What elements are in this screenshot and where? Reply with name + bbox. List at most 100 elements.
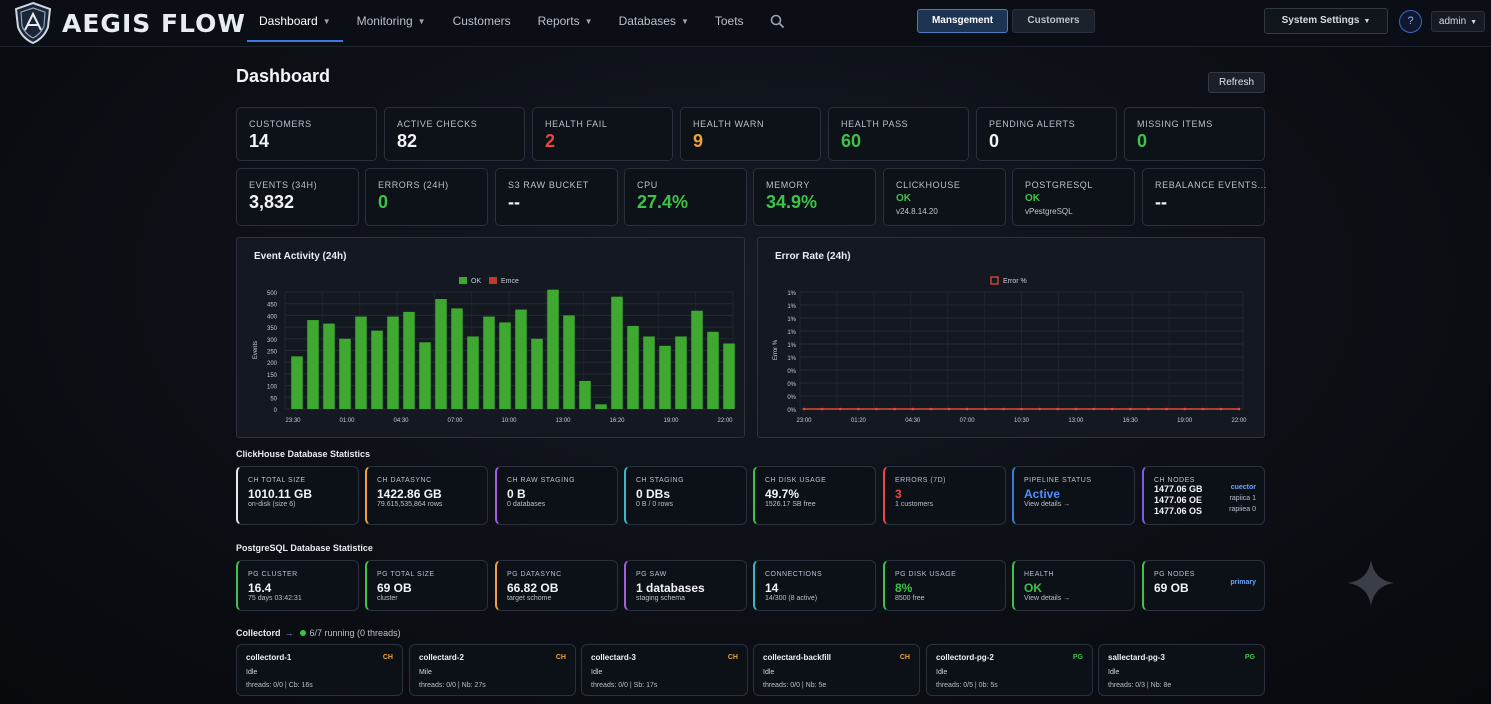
legend-label: Emce <box>501 278 519 285</box>
y-tick-label: 0% <box>787 382 796 388</box>
bar-ok <box>659 345 671 409</box>
postgres-section-title: PostgreSQL Database Statistice <box>236 543 373 553</box>
card-value: 3 <box>895 487 902 501</box>
collector-card[interactable]: collectard-2 CH Mile threads: 0/0 | Nb: 27s <box>409 644 576 696</box>
nav-databases[interactable]: Databases ▼ <box>607 0 701 42</box>
node-row: 1477.06 OS <box>1154 506 1203 516</box>
collector-type-badge: PG <box>1244 654 1255 661</box>
y-tick-label: 0 <box>274 408 278 414</box>
y-axis-label: Events <box>253 341 259 359</box>
shield-logo-icon <box>14 1 52 45</box>
y-tick-label: 0% <box>787 369 796 375</box>
nav-dashboard[interactable]: Dashboard ▼ <box>247 0 343 42</box>
postgres-card-pg-saw[interactable]: PG SAW 1 databases staging schema <box>624 560 747 611</box>
sparkle-icon[interactable] <box>1346 558 1396 608</box>
collector-card[interactable]: collectard-backfill CH Idle threads: 0/0 | … <box>753 644 920 696</box>
clickhouse-card-ch-total-size[interactable]: CH TOTAL SIZE 1010.11 GB on-disk (size 6) <box>236 466 359 525</box>
postgres-card-pg-datasync[interactable]: PG DATASYNC 66.82 OB target schome <box>495 560 618 611</box>
card-subtext: View details → <box>1024 501 1071 508</box>
search-button[interactable] <box>758 0 798 42</box>
error-rate-chart: Error Rate (24h) 1% 1% 1% 1% 1% 1% 0% 0% 0% 0% Err… <box>757 237 1265 438</box>
app-name: AEGIS FLOW <box>62 8 246 38</box>
stat-card-errors-24h-: ERRORS (24H) 0 <box>365 168 488 226</box>
nav-tools[interactable]: Toets <box>703 0 756 42</box>
y-tick-label: 100 <box>267 385 278 391</box>
postgres-card-health[interactable]: HEALTH OK View details → <box>1012 560 1135 611</box>
error-rate-point <box>965 407 969 411</box>
chevron-down-icon: ▼ <box>584 16 593 26</box>
bar-ok <box>387 316 399 409</box>
refresh-button[interactable]: Refresh <box>1208 72 1265 93</box>
nav-customers[interactable]: Customers <box>440 0 524 42</box>
collector-card[interactable]: collectard-3 CH Idle threads: 0/0 | Sb: 17s <box>581 644 748 696</box>
bar-ok <box>307 320 319 409</box>
postgres-card-pg-total-size[interactable]: PG TOTAL SIZE 69 OB cluster <box>365 560 488 611</box>
stat-value: 3,832 <box>249 192 295 212</box>
x-tick-label: 16:20 <box>609 418 625 424</box>
system-settings-button[interactable]: System Settings ▼ <box>1264 8 1388 34</box>
bar-ok <box>579 380 591 409</box>
y-tick-label: 300 <box>267 338 278 344</box>
management-toggle-button[interactable]: Mansgement <box>917 9 1008 33</box>
collector-card[interactable]: sallectard-pg-3 PG Idle threads: 0/3 | Nb: … <box>1098 644 1265 696</box>
user-menu-button[interactable]: admin ▼ <box>1431 11 1485 32</box>
y-tick-label: 1% <box>787 330 796 336</box>
error-rate-point <box>1110 407 1114 411</box>
stat-value: 2 <box>545 131 556 151</box>
clickhouse-card-pipeline-status[interactable]: PIPELINE STATUS Active View details → <box>1012 466 1135 525</box>
y-tick-label: 150 <box>267 373 278 379</box>
postgres-card-pg-nodes[interactable]: PG NODES 69 OB primary <box>1142 560 1265 611</box>
nav-monitoring[interactable]: Monitoring ▼ <box>345 0 438 42</box>
bar-ok <box>339 338 351 409</box>
stat-card-events-34h-: EVENTS (34H) 3,832 <box>236 168 359 226</box>
top-navbar: AEGIS FLOW Dashboard ▼ Monitoring ▼ Cust… <box>0 0 1491 47</box>
stat-card-health-fail: HEALTH FAIL 2 <box>532 107 673 161</box>
app-logo[interactable]: AEGIS FLOW <box>10 0 246 46</box>
collector-name: collectard-2 <box>419 653 464 662</box>
card-value: 1 databases <box>636 581 705 595</box>
collector-card[interactable]: collectord-pg-2 PG Idle threads: 0/5 | 0b: … <box>926 644 1093 696</box>
clickhouse-card-ch-nodes[interactable]: CH NODES 1477.06 GB 1477.06 OE 1477.06 OS cu… <box>1142 466 1265 525</box>
error-rate-point <box>875 407 878 411</box>
help-button[interactable]: ? <box>1399 10 1422 33</box>
collector-meta: threads: 0/0 | Nb: 5e <box>763 682 827 689</box>
card-label: CONNECTIONS <box>765 571 823 578</box>
error-rate-point <box>1183 407 1186 411</box>
collector-type-badge: CH <box>382 654 393 661</box>
card-subtext: 1 customers <box>895 501 934 508</box>
error-rate-point <box>857 407 860 411</box>
card-label: HEALTH <box>1024 571 1055 578</box>
postgres-card-connections[interactable]: CONNECTIONS 14 14/300 (8 active) <box>753 560 876 611</box>
event-activity-svg: 500450400350300250200150100500Events23:3… <box>253 277 735 424</box>
card-label: PG SAW <box>636 571 667 578</box>
chevron-down-icon: ▼ <box>1363 18 1371 25</box>
postgres-card-pg-disk-usage[interactable]: PG DISK USAGE 8% 8500 free <box>883 560 1006 611</box>
card-value: 1010.11 GB <box>248 487 313 501</box>
customers-toggle-button[interactable]: Customers <box>1012 9 1095 33</box>
collector-name: collectord-pg-2 <box>936 653 994 662</box>
collector-state: Idle <box>936 669 948 676</box>
stat-card-missing-items: MISSING ITEMS 0 <box>1124 107 1265 161</box>
stat-label: HEALTH FAIL <box>545 119 608 129</box>
chevron-down-icon: ▼ <box>1470 19 1478 26</box>
postgres-card-pg-cluster[interactable]: PG CLUSTER 16.4 75 days 03:42:31 <box>236 560 359 611</box>
card-value: 8% <box>895 581 913 595</box>
bar-ok <box>691 310 703 409</box>
y-tick-label: 450 <box>267 303 278 309</box>
bar-ok <box>611 296 623 409</box>
nav-reports[interactable]: Reports ▼ <box>526 0 605 42</box>
collector-meta: threads: 0/0 | Nb: 27s <box>419 682 486 689</box>
clickhouse-card-ch-staging[interactable]: CH STAGING 0 DBs 0 B / 0 rows <box>624 466 747 525</box>
version-text: vPestgreSQL <box>1025 207 1073 216</box>
search-icon <box>770 14 785 28</box>
collector-type-badge: CH <box>727 654 738 661</box>
clickhouse-card-errors-7d-[interactable]: ERRORS (7D) 3 1 customers <box>883 466 1006 525</box>
card-value: 1422.86 GB <box>377 487 442 501</box>
clickhouse-card-ch-datasync[interactable]: CH DATASYNC 1422.86 GB 79.615,535,864 rows <box>365 466 488 525</box>
card-value: 14 <box>765 581 779 595</box>
bar-ok <box>323 323 335 409</box>
collectors-link-arrow[interactable]: → <box>284 628 294 638</box>
clickhouse-card-ch-disk-usage[interactable]: CH DISK USAGE 49.7% 1526.17 SB free <box>753 466 876 525</box>
collector-card[interactable]: collectord-1 CH Idle threads: 0/0 | Cb: 16s <box>236 644 403 696</box>
